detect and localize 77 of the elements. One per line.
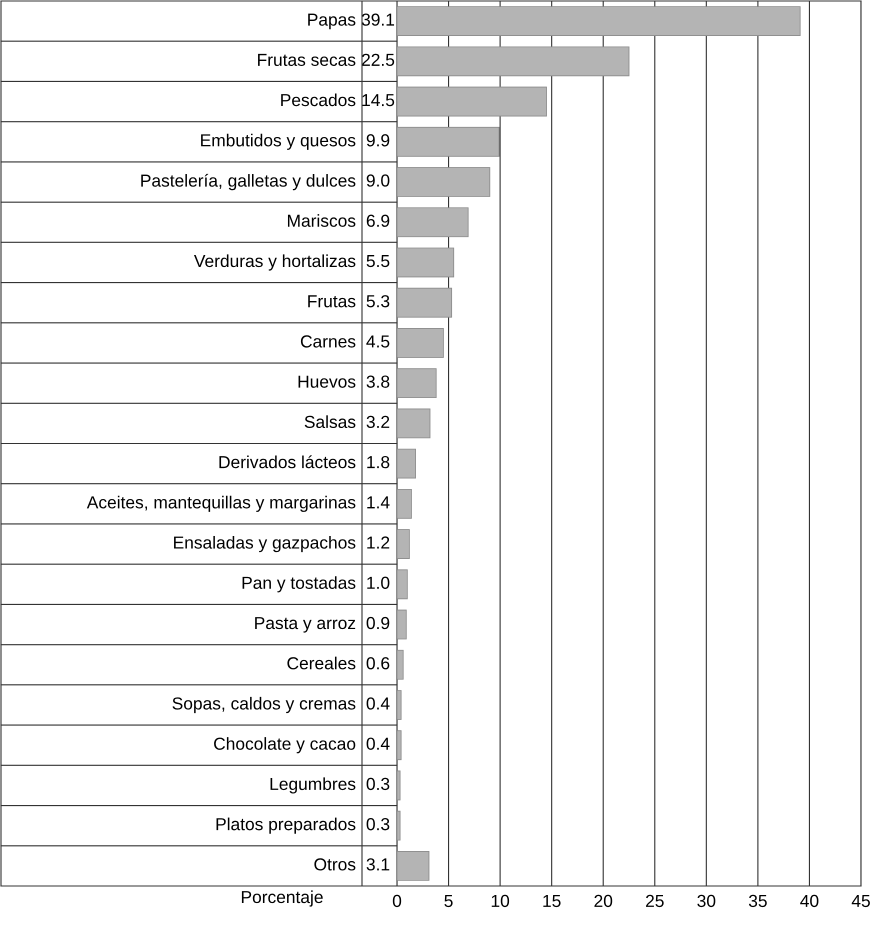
x-tick-label: 45 [852,894,870,908]
y-tick-label: Aceites, mantequillas y margarinas [86,496,356,512]
bar [397,126,500,157]
x-tick-label: 10 [492,894,510,908]
y-tick-label: Embutidos y quesos [201,134,356,150]
y-tick-label: Legumbres [270,777,356,794]
y-tick-label: Pastelería, galletas y dulces [141,174,356,190]
y-tick-label: Frutas [308,295,356,308]
y-tick-label: Chocolate y cacao [214,737,356,754]
x-tick-label: 25 [646,894,664,908]
data-label: 0.4 [366,697,390,710]
data-label: 22.5 [362,54,394,66]
data-label: 14.5 [362,94,394,106]
bar [397,408,430,438]
data-label: 3.2 [366,416,390,428]
data-label: 4.5 [366,335,390,348]
bar [397,207,469,238]
data-label: 0.6 [366,657,390,670]
data-label: 0.4 [366,738,390,750]
x-tick-label: 40 [800,894,818,908]
y-tick-label: Carnes [300,335,356,348]
x-tick-label: 30 [697,894,716,908]
bar [397,610,407,640]
data-label: 1.4 [367,496,390,508]
data-label: 39.1 [362,13,394,26]
bar [397,86,547,116]
data-label: 3.1 [366,858,390,871]
bar [397,288,452,318]
bar [397,167,490,197]
y-tick-label: Huevos [298,376,356,388]
y-tick-label: Derivados lácteos [219,455,356,468]
bar [397,248,454,278]
y-tick-label: Salsas [304,415,356,428]
data-label: 1.0 [367,576,390,589]
data-label: 0.9 [366,616,390,630]
x-tick-label: 5 [444,894,453,908]
x-axis-title: Porcentaje [242,890,323,907]
y-tick-label: Verduras y hortalizas [194,254,356,271]
bar [397,730,402,760]
bar [397,569,408,600]
x-tick-label: 20 [594,894,612,908]
data-label: 9.9 [366,134,390,146]
data-label: 5.3 [366,295,390,308]
bar [397,488,412,519]
bar [397,529,410,559]
y-tick-label: Otros [314,858,356,871]
x-tick-label: 0 [392,894,402,908]
y-tick-label: Platos preparados [216,818,356,834]
bar [397,328,444,358]
y-tick-label: Cereales [287,656,356,670]
bar [397,46,630,76]
y-tick-label: Frutas secas [258,54,356,66]
bar [397,650,404,680]
data-label: 3.8 [366,376,390,388]
y-tick-label: Pescados [281,93,356,106]
data-label: 6.9 [366,214,390,227]
y-tick-label: Sopas, caldos y cremas [172,696,356,714]
bar [397,810,401,841]
y-tick-label: Pan y tostadas [242,576,356,592]
data-label: 1.8 [367,456,390,468]
data-label: 0.3 [366,778,390,790]
y-tick-label: Pasta y arroz [255,617,356,633]
bar [397,690,402,720]
bar [397,6,801,36]
y-tick-label: Ensaladas y gazpachos [174,536,356,552]
bar [397,448,416,479]
bar [397,368,437,398]
y-tick-label: Mariscos [288,214,356,227]
data-label: 5.5 [366,255,390,268]
x-tick-label: 35 [748,894,767,908]
x-tick-label: 15 [543,894,561,908]
data-label: 1.2 [367,536,390,549]
bar [397,770,401,800]
data-label: 9.0 [366,174,390,187]
data-label: 0.3 [366,818,390,830]
y-tick-label: Papas [308,14,356,30]
bar [397,850,430,881]
